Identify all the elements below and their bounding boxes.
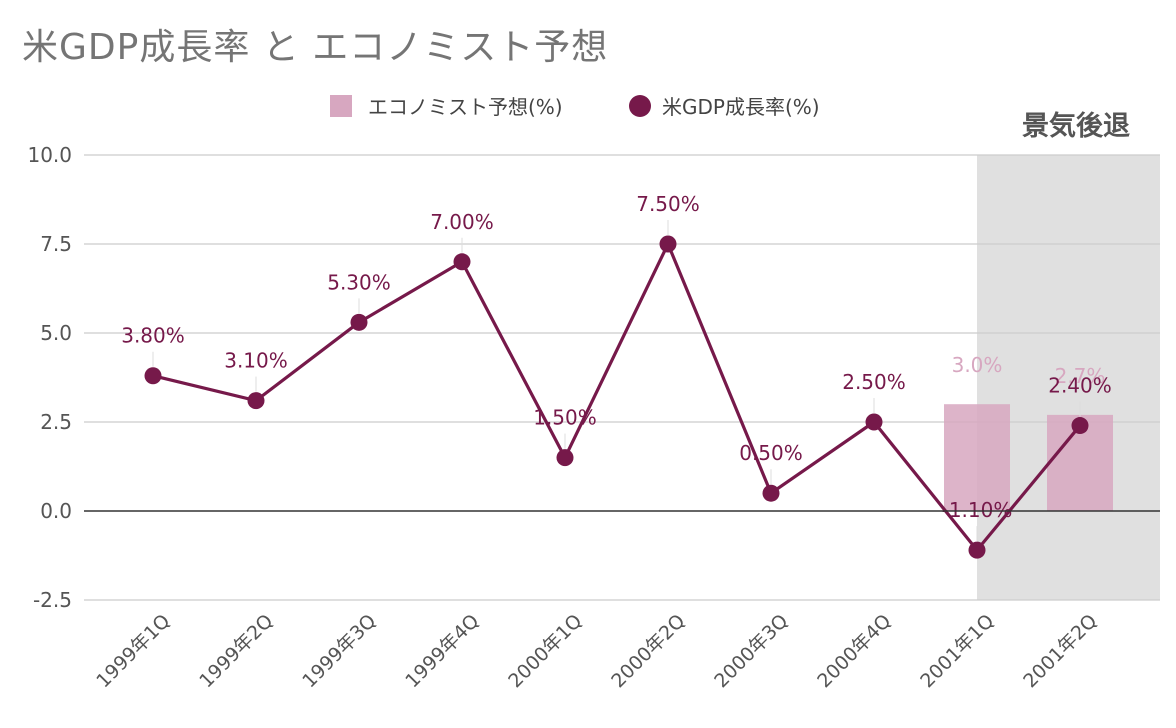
- x-tick-label: 1999年2Q: [195, 610, 277, 692]
- gdp-point: [762, 484, 780, 502]
- x-tick-label: 2000年1Q: [504, 610, 586, 692]
- legend-circle-icon: [629, 95, 651, 117]
- gdp-series-line: [152, 242, 1082, 552]
- recession-label: 景気後退: [1022, 110, 1130, 142]
- gdp-data-label: -1.10%: [942, 498, 1013, 522]
- gdp-point: [144, 367, 162, 385]
- legend-label-forecast: エコノミスト予想(%): [368, 95, 563, 119]
- gdp-data-label: 3.10%: [224, 349, 288, 373]
- forecast-data-label: 2.7%: [1055, 364, 1106, 388]
- recession-shade: [977, 155, 1160, 600]
- x-tick-label: 2001年1Q: [916, 610, 998, 692]
- forecast-data-label: 3.0%: [952, 353, 1003, 377]
- gdp-data-label: 0.50%: [739, 441, 803, 465]
- x-tick-label: 2000年2Q: [607, 610, 689, 692]
- y-tick-label: 5.0: [40, 321, 72, 345]
- gdp-point: [350, 313, 368, 331]
- x-tick-label: 2000年3Q: [710, 610, 792, 692]
- gdp-data-label: 2.40%: [1048, 374, 1112, 398]
- y-tick-label: -2.5: [33, 588, 72, 612]
- gdp-data-label: 7.50%: [636, 192, 700, 216]
- gdp-point: [1071, 417, 1089, 435]
- y-tick-label: 0.0: [40, 499, 72, 523]
- legend-square-icon: [330, 95, 352, 117]
- legend-label-gdp: 米GDP成長率(%): [662, 95, 820, 119]
- x-tick-label: 1999年4Q: [401, 610, 483, 692]
- gdp-data-label: 5.30%: [327, 270, 391, 294]
- gdp-point: [556, 449, 574, 467]
- gdp-data-label: 7.00%: [430, 210, 494, 234]
- x-tick-label: 1999年3Q: [298, 610, 380, 692]
- forecast-bar: [944, 404, 1010, 511]
- y-tick-label: 2.5: [40, 410, 72, 434]
- x-tick-label: 2001年2Q: [1019, 610, 1101, 692]
- gdp-point: [659, 235, 677, 253]
- y-tick-label: 7.5: [40, 232, 72, 256]
- gdp-point: [247, 392, 265, 410]
- gdp-data-label: 1.50%: [533, 406, 597, 430]
- y-tick-label: 10.0: [27, 143, 72, 167]
- gdp-data-label: 2.50%: [842, 370, 906, 394]
- gdp-point: [968, 541, 986, 559]
- chart-title: 米GDP成長率 と エコノミスト予想: [22, 27, 609, 68]
- x-tick-label: 2000年4Q: [813, 610, 895, 692]
- gdp-point: [453, 253, 471, 271]
- gdp-data-label: 3.80%: [121, 324, 185, 348]
- gdp-point: [865, 413, 883, 431]
- x-tick-label: 1999年1Q: [92, 610, 174, 692]
